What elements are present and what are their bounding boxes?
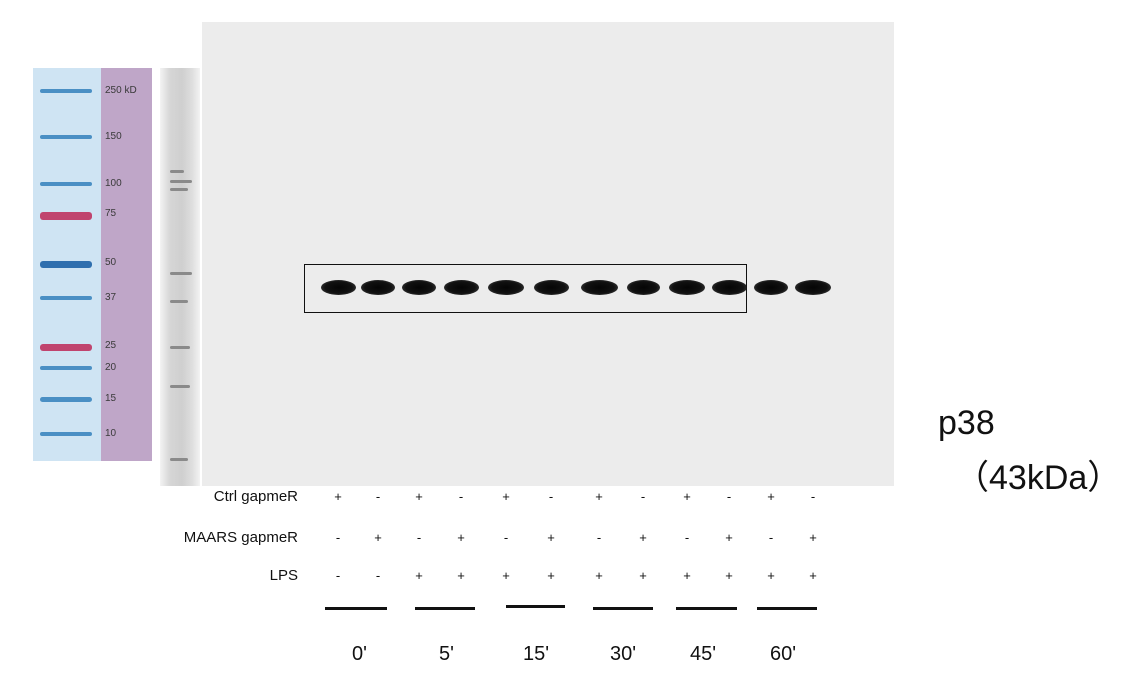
ladder-band bbox=[40, 212, 92, 220]
ladder-band bbox=[40, 89, 92, 93]
condition-sign: - bbox=[726, 489, 732, 504]
marker-band bbox=[170, 180, 192, 183]
condition-row-label: Ctrl gapmeR bbox=[213, 488, 298, 505]
ladder-label: 10 bbox=[105, 428, 117, 439]
ladder-label: 100 bbox=[105, 178, 122, 189]
condition-sign: - bbox=[596, 530, 602, 545]
blot-band bbox=[711, 280, 747, 295]
ladder-label: 25 bbox=[105, 340, 117, 351]
timepoint-bracket bbox=[593, 607, 653, 610]
ladder-label: 50 bbox=[105, 257, 117, 268]
marker-band bbox=[170, 272, 192, 275]
blot-band bbox=[320, 280, 356, 295]
timepoint-label: 45' bbox=[690, 643, 717, 665]
condition-sign: - bbox=[375, 489, 381, 504]
marker-band bbox=[170, 300, 188, 303]
condition-sign: + bbox=[547, 568, 555, 583]
ladder-label: 20 bbox=[105, 362, 117, 373]
condition-sign: + bbox=[767, 489, 775, 504]
timepoint-label: 0' bbox=[352, 643, 367, 665]
blot-band bbox=[669, 280, 705, 295]
marker-band bbox=[170, 385, 190, 388]
condition-sign: + bbox=[457, 530, 465, 545]
condition-sign: - bbox=[768, 530, 774, 545]
ladder-band bbox=[40, 432, 92, 436]
condition-sign: + bbox=[683, 568, 691, 583]
condition-sign: + bbox=[334, 489, 342, 504]
condition-sign: + bbox=[415, 568, 423, 583]
condition-row-label: LPS bbox=[269, 567, 298, 584]
timepoint-bracket bbox=[676, 607, 737, 610]
protein-name: p38 bbox=[938, 404, 995, 442]
ladder-band bbox=[40, 135, 92, 139]
condition-sign: + bbox=[639, 530, 647, 545]
marker-band bbox=[170, 170, 184, 173]
timepoint-label: 30' bbox=[610, 643, 637, 665]
timepoint-bracket bbox=[325, 607, 387, 610]
ladder-label: 75 bbox=[105, 208, 117, 219]
blot-band bbox=[626, 280, 660, 295]
condition-sign: - bbox=[458, 489, 464, 504]
blot-band bbox=[580, 280, 618, 295]
condition-sign: + bbox=[639, 568, 647, 583]
blot-band bbox=[795, 280, 831, 295]
crop-box bbox=[304, 264, 747, 313]
marker-band bbox=[170, 188, 188, 191]
condition-sign: + bbox=[725, 568, 733, 583]
ladder-label-column bbox=[101, 68, 152, 461]
condition-sign: + bbox=[415, 489, 423, 504]
timepoint-label: 60' bbox=[770, 643, 797, 665]
ladder-label: 250 kD bbox=[105, 85, 137, 96]
condition-sign: + bbox=[457, 568, 465, 583]
ladder-band bbox=[40, 296, 92, 300]
condition-sign: + bbox=[502, 489, 510, 504]
condition-sign: + bbox=[683, 489, 691, 504]
ladder-label: 15 bbox=[105, 393, 117, 404]
condition-sign: - bbox=[335, 530, 341, 545]
condition-sign: + bbox=[595, 568, 603, 583]
blot-band bbox=[488, 280, 524, 295]
marker-band bbox=[170, 346, 190, 349]
condition-row-label: MAARS gapmeR bbox=[183, 529, 298, 546]
blot-band bbox=[533, 280, 569, 295]
condition-sign: - bbox=[548, 489, 554, 504]
timepoint-label: 5' bbox=[439, 643, 454, 665]
ladder-band bbox=[40, 261, 92, 268]
protein-mass: （43kDa） bbox=[955, 459, 1122, 497]
condition-sign: + bbox=[767, 568, 775, 583]
blot-band bbox=[402, 280, 436, 295]
condition-sign: - bbox=[416, 530, 422, 545]
ladder-band bbox=[40, 397, 92, 402]
condition-sign: - bbox=[684, 530, 690, 545]
blot-band bbox=[443, 280, 479, 295]
blot-band bbox=[754, 280, 788, 295]
condition-sign: + bbox=[809, 568, 817, 583]
condition-sign: + bbox=[374, 530, 382, 545]
ladder-band bbox=[40, 182, 92, 186]
condition-sign: + bbox=[595, 489, 603, 504]
western-blot bbox=[202, 22, 894, 486]
marker-band bbox=[170, 458, 188, 461]
timepoint-bracket bbox=[506, 605, 565, 608]
marker-lane bbox=[160, 68, 200, 486]
timepoint-bracket bbox=[757, 607, 817, 610]
ladder-band bbox=[40, 366, 92, 370]
condition-sign: + bbox=[502, 568, 510, 583]
timepoint-bracket bbox=[415, 607, 475, 610]
ladder-band bbox=[40, 344, 92, 351]
condition-sign: + bbox=[725, 530, 733, 545]
condition-sign: - bbox=[375, 568, 381, 583]
condition-sign: - bbox=[810, 489, 816, 504]
condition-sign: + bbox=[809, 530, 817, 545]
protein-ladder: 250 kD 150 100 75 50 37 25 20 15 10 bbox=[33, 68, 152, 461]
ladder-label: 150 bbox=[105, 131, 122, 142]
condition-sign: - bbox=[335, 568, 341, 583]
ladder-label: 37 bbox=[105, 292, 117, 303]
timepoint-label: 15' bbox=[523, 643, 550, 665]
condition-sign: - bbox=[640, 489, 646, 504]
condition-sign: + bbox=[547, 530, 555, 545]
condition-sign: - bbox=[503, 530, 509, 545]
blot-band bbox=[361, 280, 395, 295]
